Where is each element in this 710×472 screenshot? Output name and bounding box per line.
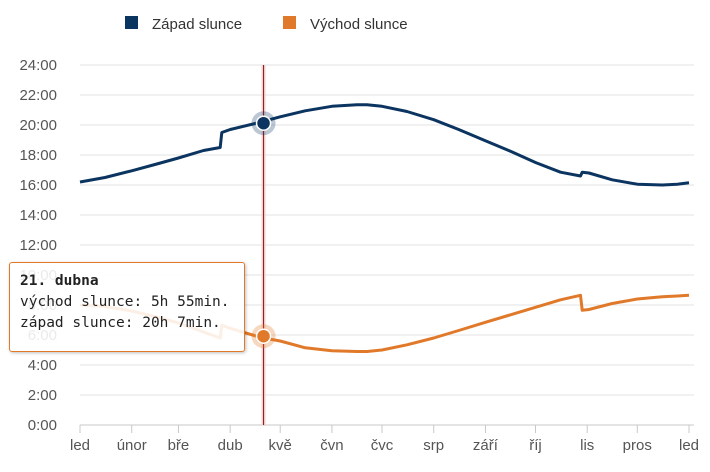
x-tick-label: září	[473, 437, 499, 454]
y-tick-label: 22:00	[19, 87, 57, 104]
y-tick-label: 20:00	[19, 117, 57, 134]
x-tick-label: led	[679, 437, 699, 454]
x-tick-label: srp	[423, 437, 444, 454]
x-tick-label: říj	[529, 437, 542, 454]
x-tick-label: čvc	[371, 437, 394, 454]
y-tick-label: 16:00	[19, 177, 57, 194]
y-tick-label: 2:00	[28, 387, 57, 404]
sunset-point[interactable]	[255, 115, 272, 131]
y-tick-label: 14:00	[19, 207, 57, 224]
x-tick-label: dub	[218, 437, 243, 454]
y-tick-label: 12:00	[19, 237, 57, 254]
legend-swatch-sunset[interactable]	[125, 16, 138, 29]
y-tick-label: 18:00	[19, 147, 57, 164]
x-tick-label: únor	[117, 437, 147, 454]
legend-swatch-sunrise[interactable]	[283, 16, 296, 29]
tooltip-sunrise: východ slunce: 5h 55min.	[20, 294, 230, 310]
sunrise-point[interactable]	[255, 328, 272, 344]
y-tick-label: 24:00	[19, 57, 57, 74]
tooltip-title: 21. dubna	[20, 273, 99, 289]
legend-label-sunset[interactable]: Západ slunce	[152, 16, 242, 33]
x-tick-label: pros	[623, 437, 652, 454]
series-line-sunset[interactable]	[79, 103, 690, 187]
tooltip-sunset: západ slunce: 20h 7min.	[20, 315, 221, 331]
x-tick-label: čvn	[320, 437, 343, 454]
x-tick-label: lis	[580, 437, 594, 454]
x-tick-label: kvě	[269, 437, 292, 454]
y-tick-label: 0:00	[28, 417, 57, 434]
x-tick-label: led	[70, 437, 90, 454]
legend-label-sunrise[interactable]: Východ slunce	[310, 16, 408, 33]
y-tick-label: 4:00	[28, 357, 57, 374]
date-tooltip: 21. dubna východ slunce: 5h 55min. západ…	[9, 262, 245, 352]
x-tick-label: bře	[168, 437, 190, 454]
